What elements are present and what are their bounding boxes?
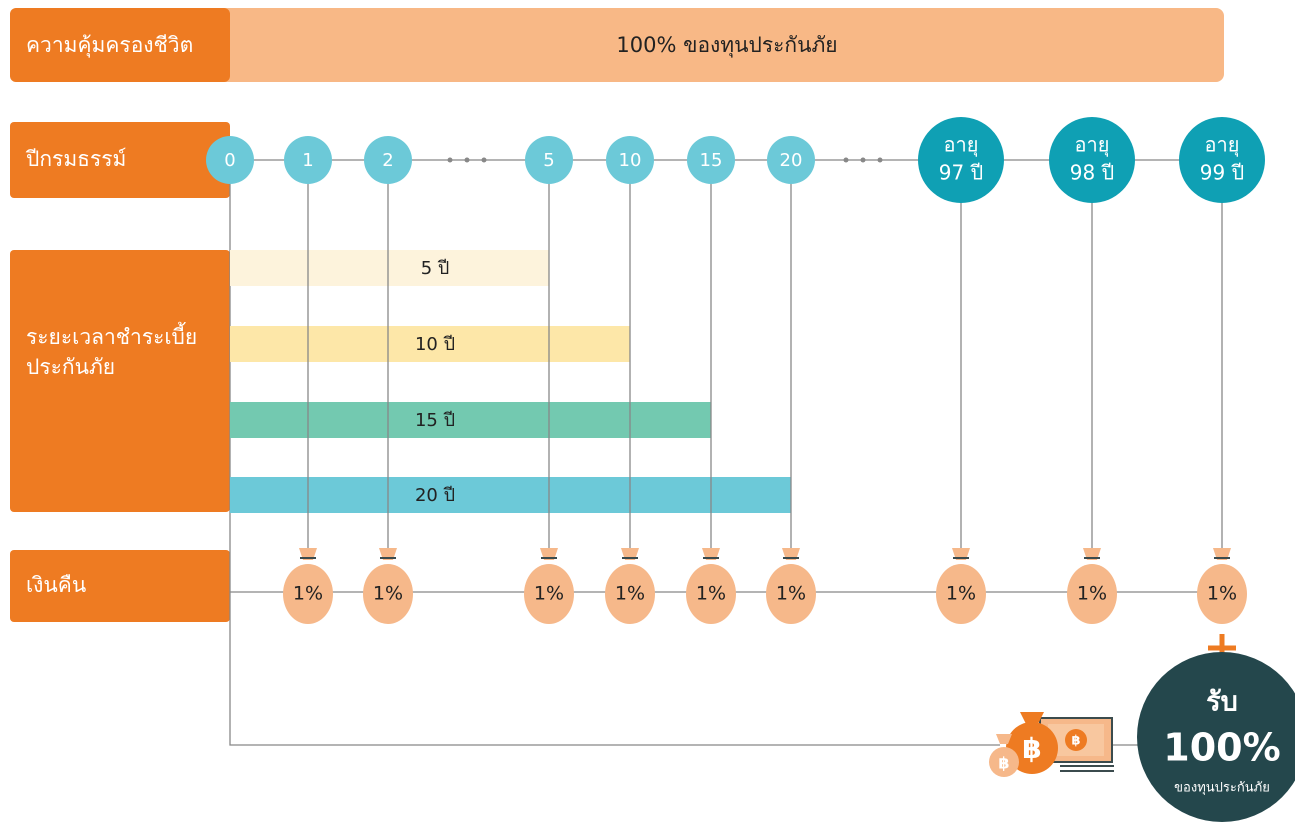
label-box	[10, 250, 230, 512]
coverage-text: 100% ของทุนประกันภัย	[616, 33, 837, 58]
node-label: 2	[382, 150, 393, 171]
node-label: 99 ปี	[1200, 161, 1245, 185]
node-label: อายุ	[1205, 133, 1240, 158]
node-label: 1	[302, 150, 313, 171]
node-label: 15	[700, 150, 723, 171]
node-label: อายุ	[944, 133, 979, 158]
bar-label: 20 ปี	[415, 485, 455, 506]
node-label: 97 ปี	[939, 161, 984, 185]
bar-label: 15 ปี	[415, 410, 455, 431]
node-label: อายุ	[1075, 133, 1110, 158]
bag-label: 1%	[373, 583, 403, 605]
svg-text:฿: ฿	[1071, 734, 1080, 749]
bag-label: 1%	[946, 583, 976, 605]
payment-bar	[230, 250, 549, 286]
node-label: 20	[780, 150, 803, 171]
bar-label: 5 ปี	[421, 258, 450, 279]
row-label: ประกันภัย	[26, 355, 115, 379]
final-title: รับ	[1206, 687, 1238, 718]
payment-bars: 5 ปี 10 ปี 15 ปี 20 ปี	[230, 250, 791, 513]
svg-text:฿: ฿	[998, 754, 1009, 773]
svg-text:฿: ฿	[1022, 732, 1041, 765]
row-label: ระยะเวลาชำระเบี้ย	[26, 322, 197, 349]
row-label: เงินคืน	[26, 573, 86, 597]
bag-label: 1%	[615, 583, 645, 605]
bag-label: 1%	[1207, 583, 1237, 605]
money-icon: ฿ ฿ ฿	[989, 712, 1114, 777]
refund-bags: 1% 1% 1% 1% 1% 1% 1% 1% 1%	[283, 548, 1247, 624]
row-label: ปีกรมธรรม์	[25, 147, 126, 171]
bag-label: 1%	[534, 583, 564, 605]
node-label: 98 ปี	[1070, 161, 1115, 185]
row-label: ความคุ้มครองชีวิต	[26, 33, 193, 58]
final-amount: 100%	[1163, 726, 1280, 770]
bag-label: 1%	[293, 583, 323, 605]
diagram: ความคุ้มครองชีวิต 100% ของทุนประกันภัย ป…	[0, 0, 1295, 836]
payment-bar	[230, 477, 791, 513]
bag-label: 1%	[696, 583, 726, 605]
bag-label: 1%	[1077, 583, 1107, 605]
node-label: 0	[224, 150, 235, 171]
final-caption: ของทุนประกันภัย	[1174, 781, 1270, 796]
node-label: 10	[619, 150, 642, 171]
payment-bar	[230, 402, 711, 438]
bag-label: 1%	[776, 583, 806, 605]
bar-label: 10 ปี	[415, 334, 455, 355]
node-label: 5	[543, 150, 554, 171]
connectors	[230, 160, 1222, 745]
